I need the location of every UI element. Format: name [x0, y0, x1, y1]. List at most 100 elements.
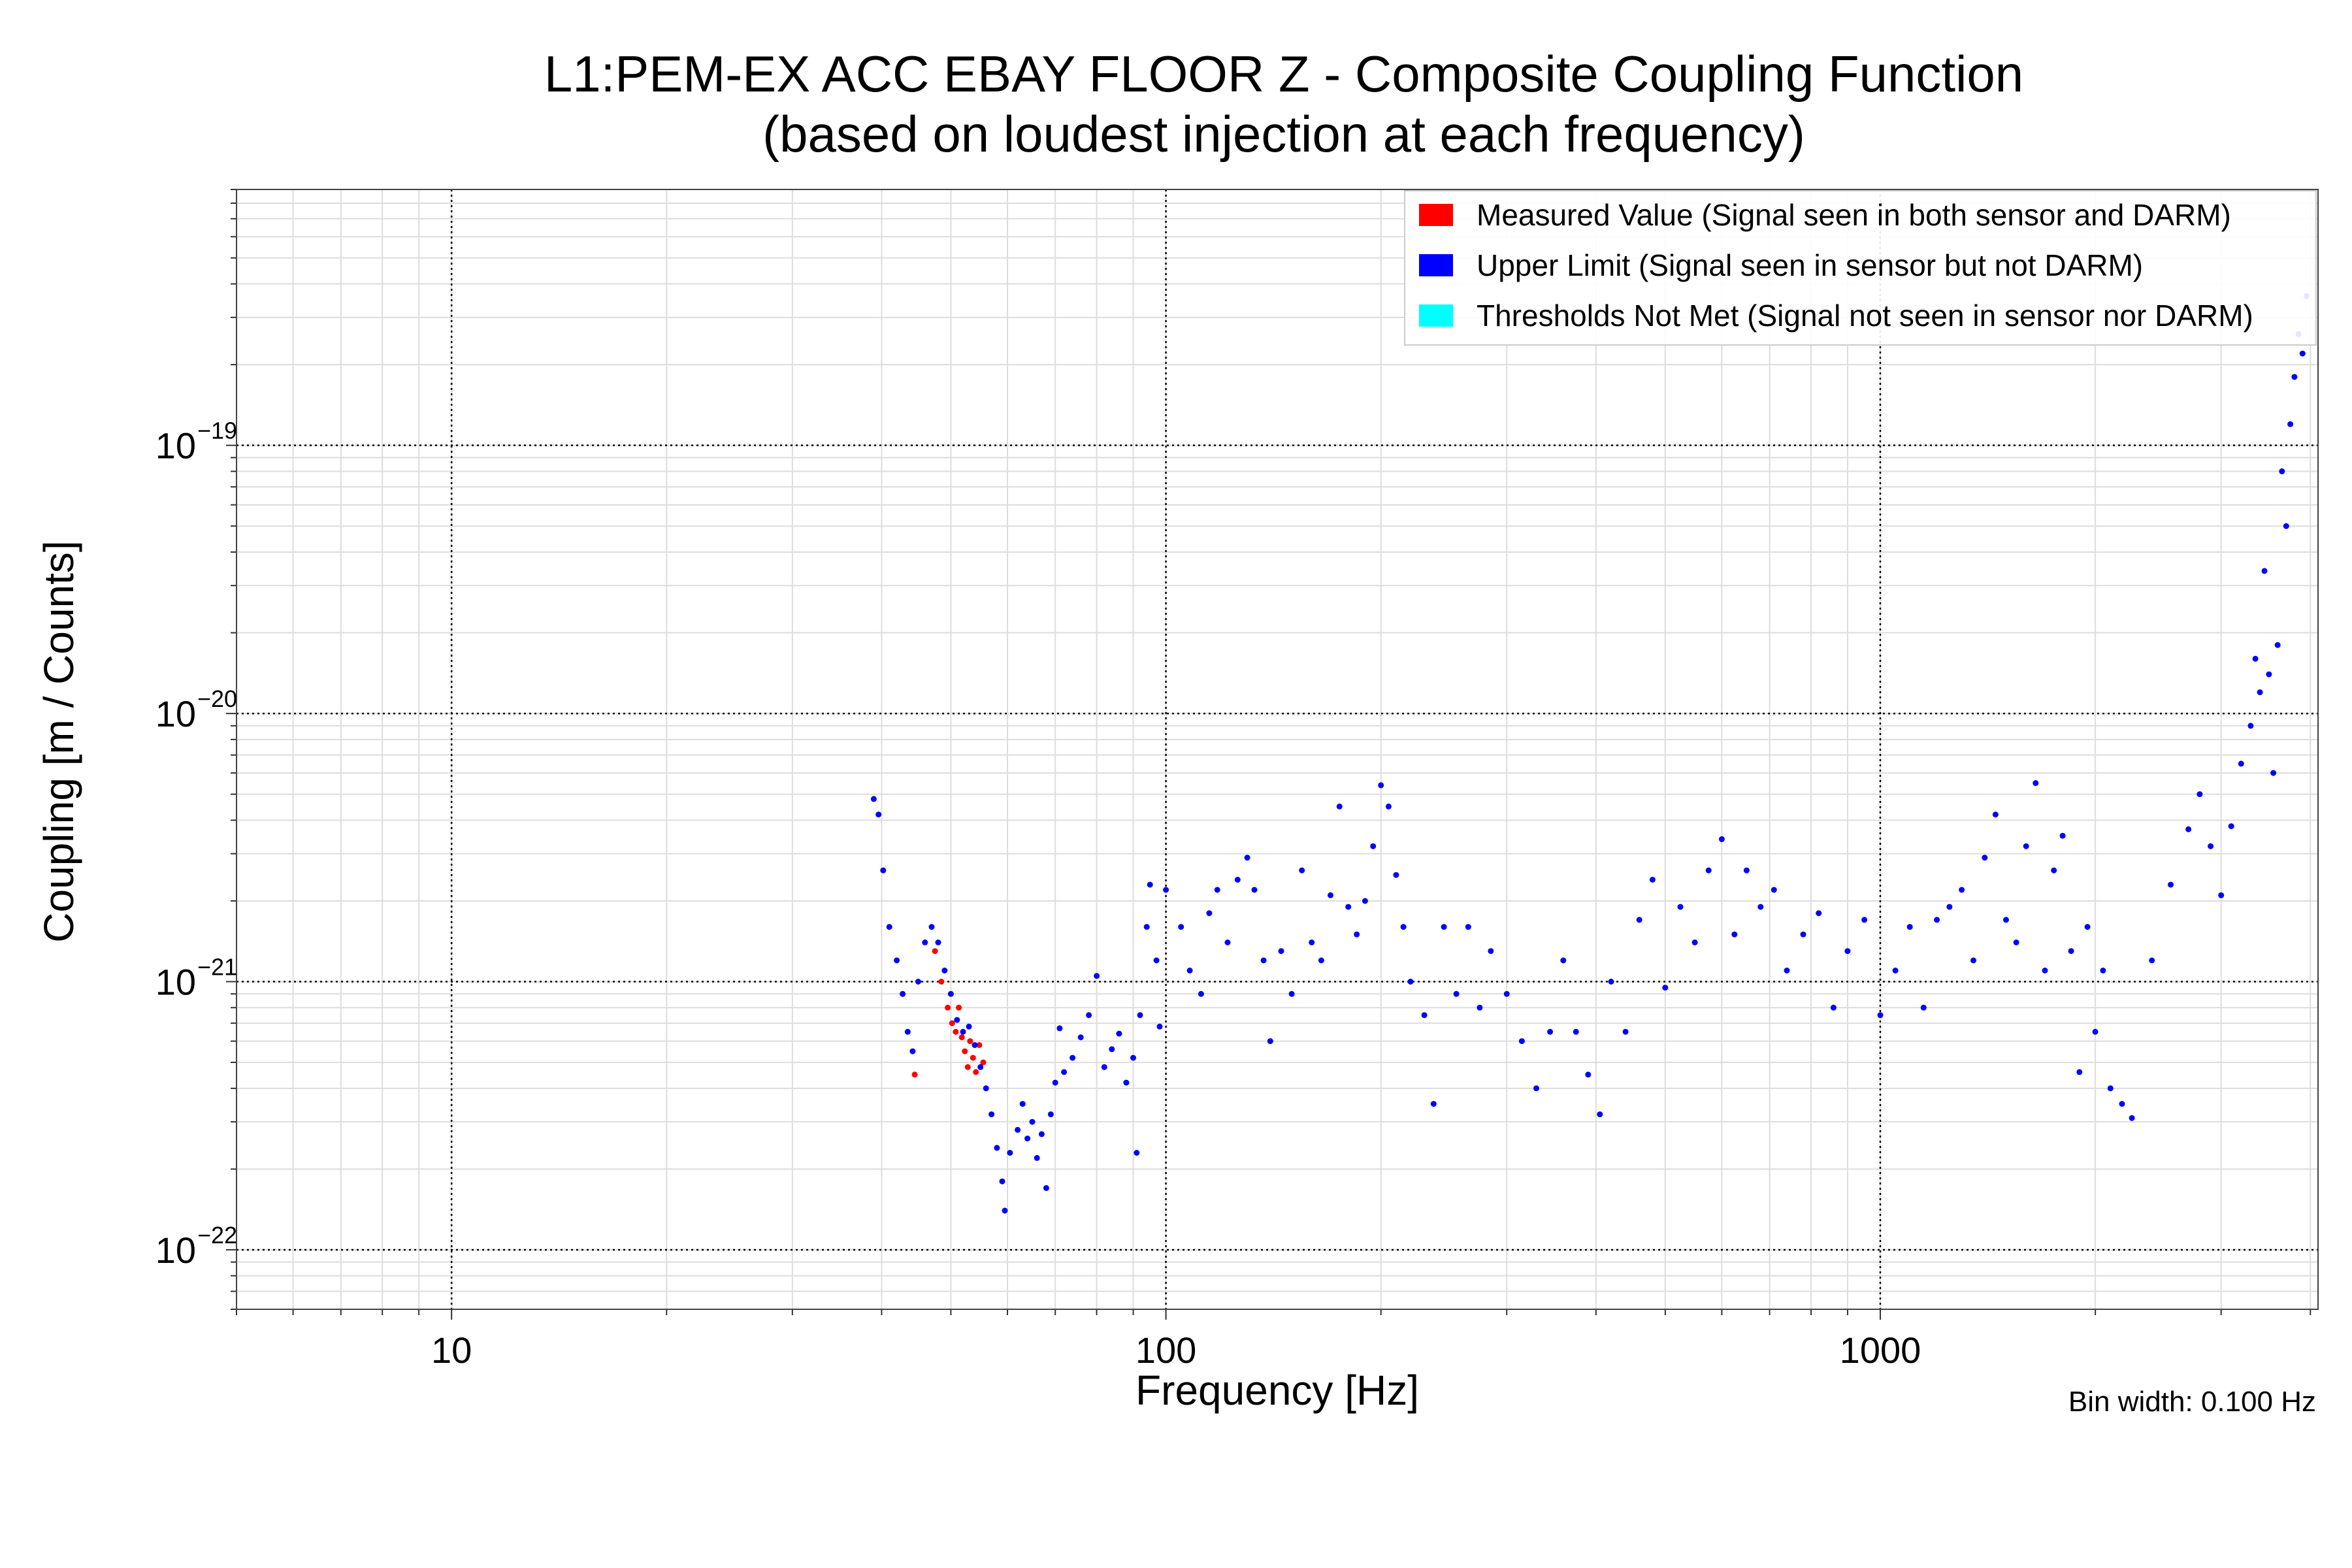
data-point — [886, 924, 892, 930]
data-point — [1816, 910, 1822, 917]
legend-label: Upper Limit (Signal seen in sensor but n… — [1477, 248, 2143, 282]
data-point — [1920, 1004, 1927, 1011]
data-point — [1705, 867, 1712, 874]
x-tick-label: 10 — [431, 1330, 472, 1371]
data-point — [980, 1059, 987, 1066]
data-point — [1385, 803, 1392, 809]
data-point — [2257, 689, 2263, 696]
data-point — [1153, 957, 1160, 964]
data-point — [911, 1071, 918, 1078]
data-point — [1959, 887, 1965, 893]
data-point — [1034, 1154, 1040, 1161]
plot-frame — [236, 189, 2319, 1310]
data-point — [1354, 931, 1360, 938]
legend-swatch — [1419, 254, 1453, 276]
data-point — [1503, 990, 1510, 997]
data-point — [1186, 968, 1193, 973]
data-point — [1906, 924, 1913, 930]
data-point — [2149, 957, 2155, 964]
data-point — [2068, 948, 2074, 955]
data-point — [1029, 1119, 1036, 1125]
data-point — [1784, 968, 1790, 973]
x-axis-label: Frequency [Hz] — [1135, 1367, 1419, 1414]
data-point — [2003, 917, 2009, 923]
data-point — [1251, 887, 1258, 893]
y-tick-exponent: −20 — [197, 685, 237, 712]
data-point — [1224, 939, 1231, 945]
legend: Measured Value (Signal seen in both sens… — [1404, 190, 2317, 346]
data-point — [2033, 780, 2039, 787]
data-point — [1299, 867, 1305, 874]
data-point — [953, 1028, 959, 1035]
data-point — [2266, 671, 2272, 678]
data-point — [1518, 1038, 1525, 1045]
data-point — [1024, 1135, 1031, 1142]
plot-background — [237, 189, 2318, 1309]
data-point — [928, 924, 935, 930]
data-point — [2252, 655, 2259, 662]
data-point — [1260, 957, 1267, 964]
data-point — [909, 1048, 916, 1054]
data-point — [1134, 1150, 1140, 1156]
data-point — [2042, 968, 2048, 973]
data-point — [1597, 1111, 1603, 1118]
data-point — [2051, 867, 2057, 874]
data-point — [994, 1145, 1000, 1151]
data-point — [1677, 904, 1684, 910]
data-point — [967, 1038, 973, 1045]
data-point — [1147, 881, 1153, 888]
data-point — [1982, 855, 1988, 861]
data-point — [1007, 1150, 1013, 1156]
data-point — [1244, 855, 1250, 861]
data-point — [1336, 803, 1343, 809]
data-point — [1400, 924, 1407, 930]
data-point — [1585, 1071, 1592, 1078]
data-point — [2208, 843, 2214, 849]
data-point — [962, 1048, 968, 1054]
data-point — [2059, 832, 2066, 839]
data-point — [2283, 523, 2289, 529]
data-point — [983, 1085, 989, 1092]
data-point — [1077, 1034, 1084, 1041]
data-point — [1116, 1030, 1122, 1037]
data-point — [1970, 957, 1976, 964]
data-point — [972, 1042, 978, 1049]
data-point — [2092, 1028, 2099, 1035]
data-point — [2238, 760, 2244, 767]
chart-title: L1:PEM-EX ACC EBAY FLOOR Z - Composite C… — [544, 45, 2023, 103]
plot-points — [870, 293, 2310, 1214]
data-point — [922, 939, 928, 945]
data-point — [1056, 1025, 1063, 1032]
legend-label: Thresholds Not Met (Signal not seen in s… — [1477, 299, 2253, 333]
data-point — [1137, 1012, 1143, 1019]
data-point — [1038, 1131, 1045, 1137]
data-point — [1101, 1064, 1107, 1070]
data-point — [949, 1020, 955, 1026]
y-axis-label: Coupling [m / Counts] — [35, 540, 82, 942]
data-point — [2218, 892, 2225, 898]
data-point — [1070, 1054, 1076, 1061]
data-point — [1533, 1085, 1539, 1092]
data-point — [2107, 1085, 2114, 1092]
data-point — [2247, 723, 2254, 729]
data-point — [956, 1004, 962, 1011]
data-point — [941, 968, 948, 973]
data-point — [1407, 979, 1414, 985]
chart-subtitle: (based on loudest injection at each freq… — [762, 105, 1805, 163]
y-tick-label: 10 — [155, 693, 196, 734]
data-point — [1421, 1012, 1428, 1019]
y-tick-label: 10 — [155, 1230, 196, 1271]
data-point — [1992, 811, 1999, 818]
data-point — [2076, 1069, 2083, 1075]
data-point — [894, 957, 900, 964]
data-point — [875, 811, 882, 818]
data-point — [1318, 957, 1324, 964]
data-point — [1800, 931, 1806, 938]
data-point — [1288, 990, 1295, 997]
data-point — [2270, 770, 2277, 776]
data-point — [1156, 1023, 1163, 1030]
data-point — [1143, 924, 1150, 930]
data-point — [1002, 1207, 1008, 1214]
data-point — [2185, 826, 2192, 832]
